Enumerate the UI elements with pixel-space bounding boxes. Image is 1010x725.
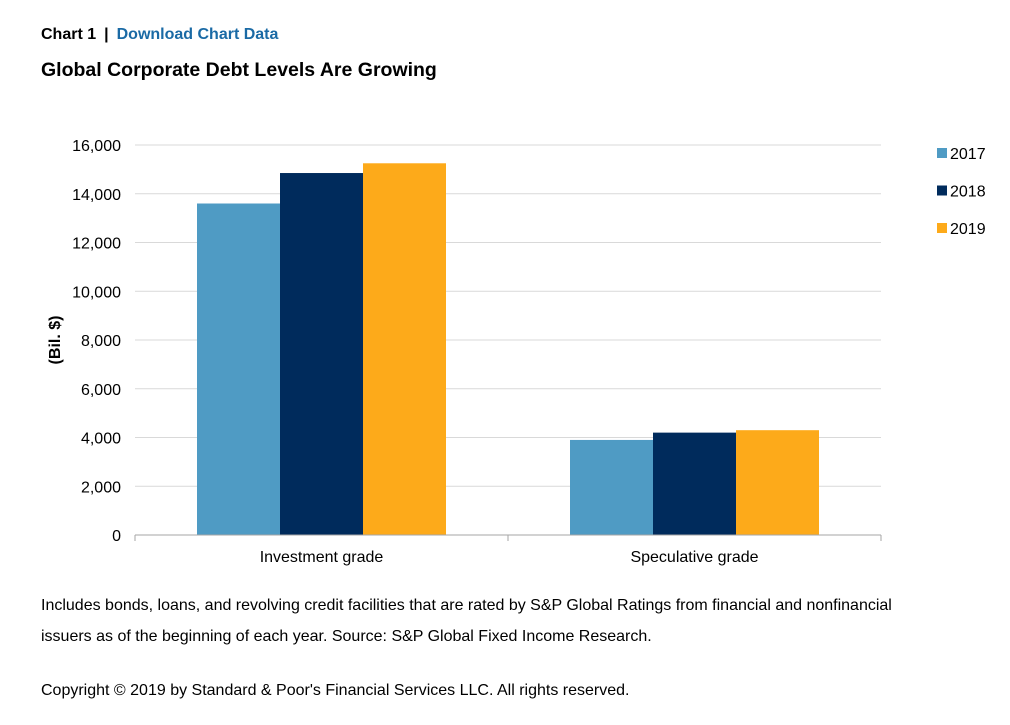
chart-header: Chart 1 | Download Chart Data: [41, 26, 278, 44]
y-tick-label: 4,000: [81, 431, 121, 448]
bar-2019-investment-grade: [363, 163, 446, 535]
bar-2018-investment-grade: [280, 173, 363, 535]
bars: [197, 163, 819, 535]
legend: 2017 2018 2019: [937, 146, 986, 238]
y-tick-label: 2,000: [81, 479, 121, 496]
y-tick-label: 0: [112, 528, 121, 545]
x-tick-label: Investment grade: [260, 549, 384, 566]
y-tick-label: 14,000: [72, 187, 121, 204]
legend-swatch-2019: [937, 223, 947, 233]
download-chart-data-link[interactable]: Download Chart Data: [116, 26, 279, 43]
bar-2017-investment-grade: [197, 203, 280, 535]
y-tick-label: 10,000: [72, 284, 121, 301]
y-tick-label: 12,000: [72, 236, 121, 253]
bar-2017-speculative-grade: [570, 439, 653, 535]
legend-swatch-2017: [937, 148, 947, 158]
legend-label-2018: 2018: [950, 184, 986, 201]
y-axis-label: (Bil. $): [47, 316, 64, 365]
legend-label-2017: 2017: [950, 146, 986, 163]
y-tick-label: 8,000: [81, 333, 121, 350]
bar-2019-speculative-grade: [736, 430, 819, 535]
legend-swatch-2018: [937, 185, 947, 196]
y-tick-label: 6,000: [81, 382, 121, 399]
header-separator: |: [104, 26, 109, 43]
x-tick-labels: Investment grade Speculative grade: [260, 549, 759, 566]
chart-label: Chart 1: [41, 26, 97, 43]
y-tick-labels: 0 2,000 4,000 6,000 8,000 10,000 12,000 14,000 1…: [72, 138, 121, 545]
axes: [134, 534, 882, 541]
chart-footnote: Includes bonds, loans, and revolving cre…: [41, 597, 892, 645]
copyright-notice: Copyright © 2019 by Standard & Poor's Fi…: [41, 682, 630, 699]
bar-2018-speculative-grade: [653, 432, 736, 535]
y-tick-label: 16,000: [72, 138, 121, 155]
chart-title: Global Corporate Debt Levels Are Growing: [41, 59, 437, 81]
legend-label-2019: 2019: [950, 221, 986, 238]
x-tick-label: Speculative grade: [630, 549, 758, 566]
